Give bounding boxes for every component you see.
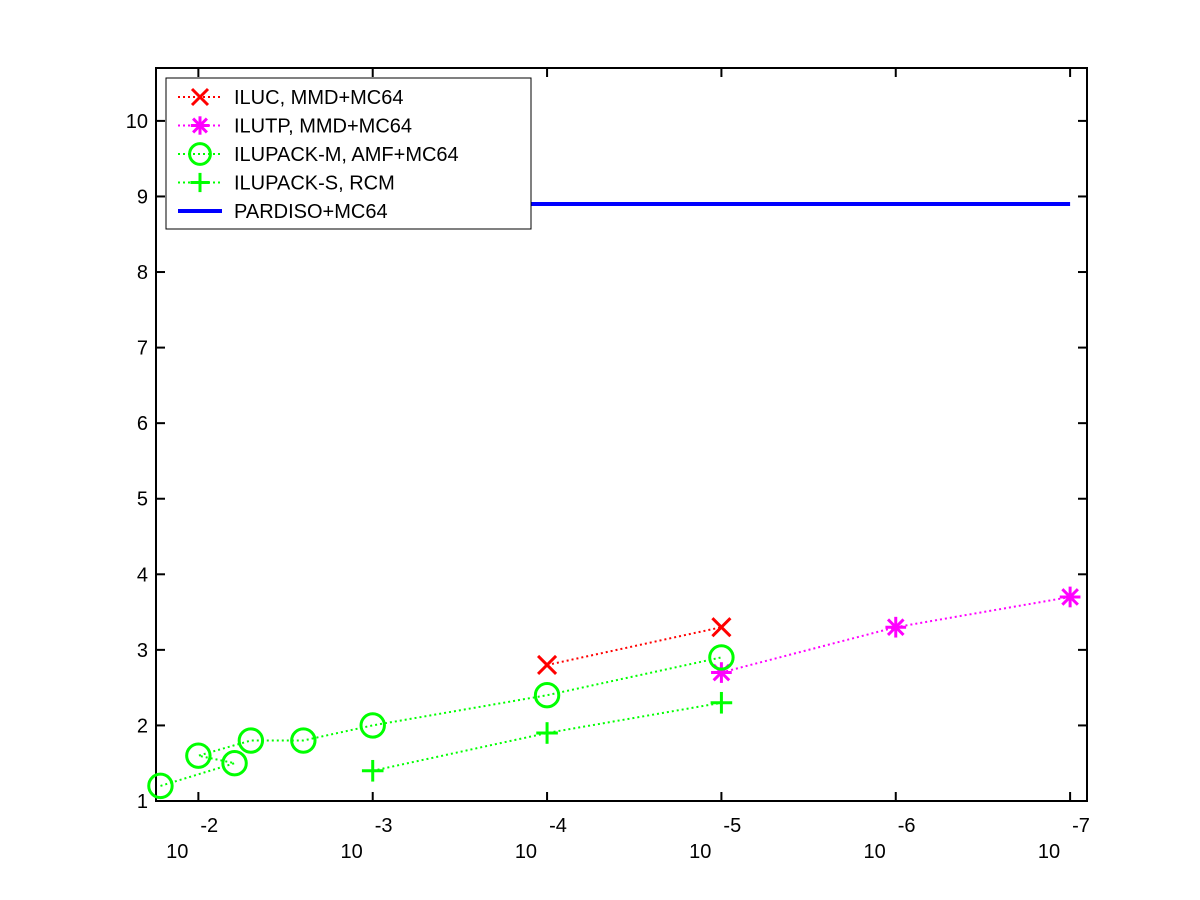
y-tick-label: 9 xyxy=(137,186,148,208)
y-tick-label: 8 xyxy=(137,262,148,284)
marker-asterisk xyxy=(886,618,905,637)
x-tick-base: 10 xyxy=(515,841,537,863)
legend-item: ILUTP, MMD+MC64 xyxy=(178,116,412,138)
series-3 xyxy=(147,644,735,800)
marker-circle xyxy=(188,142,212,166)
x-tick-exponent: -6 xyxy=(898,815,916,837)
series-line xyxy=(160,656,722,787)
x-tick-base: 10 xyxy=(864,841,886,863)
marker-circle xyxy=(290,727,317,754)
x-tick-base: 10 xyxy=(166,841,188,863)
marker-x xyxy=(537,654,558,676)
legend-item: ILUC, MMD+MC64 xyxy=(178,87,403,109)
y-tick-label: 1 xyxy=(137,791,148,813)
marker-circle xyxy=(221,750,248,777)
marker-circle xyxy=(533,682,561,709)
marker-circle xyxy=(359,712,386,739)
marker-x xyxy=(190,87,210,107)
legend-item: ILUPACK-S, RCM xyxy=(178,173,395,195)
x-tick-exponent: -7 xyxy=(1072,815,1090,837)
x-tick-base: 10 xyxy=(689,841,711,863)
series-1 xyxy=(537,617,732,676)
marker-circle xyxy=(147,772,174,800)
legend-label: ILUPACK-S, RCM xyxy=(234,173,395,195)
legend-item: ILUPACK-M, AMF+MC64 xyxy=(178,142,459,166)
legend-item: PARDISO+MC64 xyxy=(178,201,388,223)
legend: ILUC, MMD+MC64 ILUTP, MMD+MC64 ILUPACK-M, … xyxy=(165,77,532,230)
x-tick-base: 10 xyxy=(340,841,362,863)
y-tick-label: 6 xyxy=(137,413,148,435)
x-tick-exponent: -2 xyxy=(200,815,218,837)
x-tick-exponent: -3 xyxy=(375,815,393,837)
marker-asterisk xyxy=(1061,588,1079,606)
y-tick-label: 4 xyxy=(137,564,148,586)
legend-label: ILUPACK-M, AMF+MC64 xyxy=(234,144,459,166)
y-tick-label: 7 xyxy=(137,338,148,360)
x-tick-base: 10 xyxy=(1038,841,1060,863)
axis-ticks: 1 2 3 4 5 6 7 8 9 10 -2 10 -3 10 -4 10 -5 10 -6 10 -7 10 xyxy=(126,68,1090,863)
marker-asterisk xyxy=(192,117,208,134)
legend-label: ILUC, MMD+MC64 xyxy=(234,87,403,109)
series-2 xyxy=(711,586,1081,683)
legend-box xyxy=(165,77,532,230)
marker-circle xyxy=(708,644,735,671)
series-4 xyxy=(361,691,733,782)
legend-label: PARDISO+MC64 xyxy=(234,201,388,223)
marker-circle xyxy=(185,742,212,769)
y-tick-label: 3 xyxy=(137,640,148,662)
x-tick-exponent: -5 xyxy=(723,815,741,837)
x-tick-exponent: -4 xyxy=(549,815,567,837)
y-tick-label: 2 xyxy=(137,715,148,737)
marker-x xyxy=(711,617,732,638)
marker-circle xyxy=(237,727,265,754)
series-line xyxy=(372,701,722,772)
legend-label: ILUTP, MMD+MC64 xyxy=(234,116,412,138)
y-tick-label: 10 xyxy=(126,111,148,133)
y-tick-label: 5 xyxy=(137,489,148,511)
